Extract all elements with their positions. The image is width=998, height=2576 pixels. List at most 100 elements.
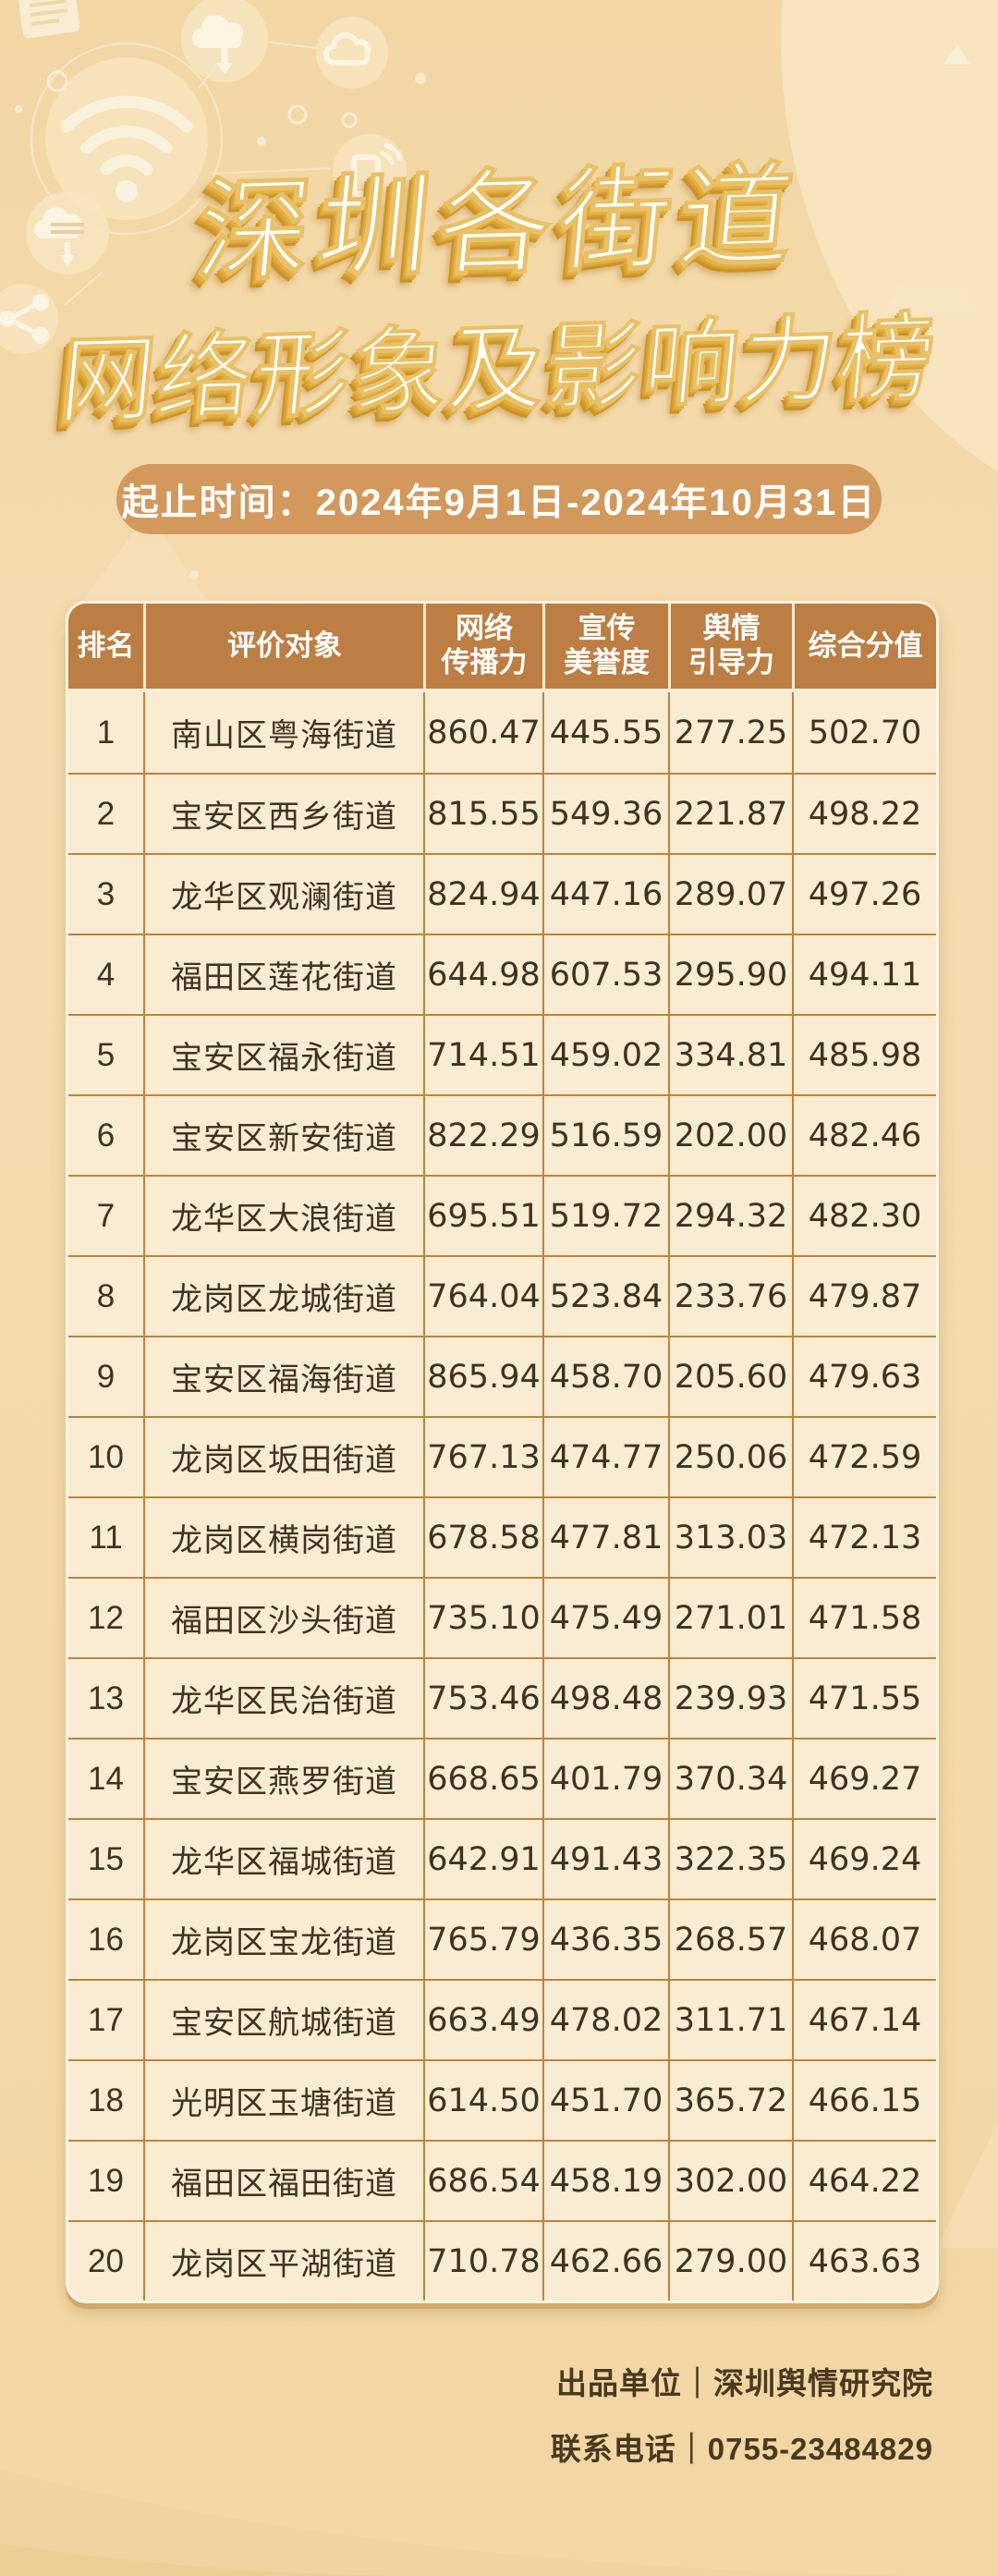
rank-cell: 9 [68,1336,143,1416]
table-row: 6 宝安区新安街道 822.29 516.59 202.00 482.46 [68,1094,936,1175]
footer: 出品单位｜深圳舆情研究院 联系电话｜0755-23484829 [551,2359,933,2490]
total-score-cell: 466.15 [792,2059,936,2140]
guidance-score-cell: 311.71 [668,1979,792,2059]
spread-score-cell: 753.46 [423,1657,542,1738]
total-score-cell: 469.24 [792,1818,936,1898]
reputation-score-cell: 458.70 [542,1336,668,1416]
spread-score-cell: 767.13 [423,1416,542,1496]
guidance-score-cell: 302.00 [668,2140,792,2220]
triangle-shape [943,44,970,65]
total-score-cell: 471.58 [792,1577,936,1657]
total-score-cell: 472.13 [792,1496,936,1577]
table-row: 15 龙华区福城街道 642.91 491.43 322.35 469.24 [68,1818,936,1898]
table-row: 9 宝安区福海街道 865.94 458.70 205.60 479.63 [68,1336,936,1416]
rank-cell: 6 [68,1094,143,1175]
spread-score-cell: 735.10 [423,1577,542,1657]
spread-score-cell: 668.65 [423,1738,542,1818]
street-name-cell: 宝安区福永街道 [143,1014,423,1094]
total-score-cell: 485.98 [792,1014,936,1094]
date-range-badge: 起止时间：2024年9月1日-2024年10月31日 [116,464,882,534]
total-score-cell: 469.27 [792,1738,936,1818]
guidance-score-cell: 289.07 [668,853,792,934]
reputation-score-cell: 458.19 [542,2140,668,2220]
spread-score-cell: 710.78 [423,2220,542,2301]
reputation-score-cell: 498.48 [542,1657,668,1738]
guidance-score-cell: 221.87 [668,773,792,853]
guidance-score-cell: 365.72 [668,2059,792,2140]
reputation-score-cell: 475.49 [542,1577,668,1657]
reputation-score-cell: 447.16 [542,853,668,934]
title-line2: 网络形象及影响力榜 [55,303,942,435]
street-name-cell: 南山区粤海街道 [143,692,423,773]
street-name-cell: 龙岗区坂田街道 [143,1416,423,1496]
guidance-score-cell: 277.25 [668,692,792,773]
document-icon [18,0,80,39]
total-score-cell: 502.70 [792,692,936,773]
guidance-score-cell: 295.90 [668,934,792,1014]
network-lines [64,41,332,306]
phone-line: 联系电话｜0755-23484829 [550,2432,933,2466]
spread-score-cell: 678.58 [423,1496,542,1577]
street-name-cell: 宝安区燕罗街道 [143,1738,423,1818]
rank-cell: 4 [68,934,143,1014]
guidance-score-cell: 202.00 [668,1094,792,1175]
rank-cell: 16 [68,1898,143,1979]
total-score-cell: 468.07 [792,1898,936,1979]
reputation-score-cell: 459.02 [542,1014,668,1094]
table-header-row: 排名 评价对象 网络 传播力 宣传 美誉度 舆情 引导力 综合分值 [68,604,936,692]
total-score-cell: 482.30 [792,1175,936,1255]
rank-cell: 13 [68,1657,143,1738]
light-blob [781,0,998,472]
street-name-cell: 龙岗区宝龙街道 [143,1898,423,1979]
reputation-score-cell: 445.55 [542,692,668,773]
rank-cell: 3 [68,853,143,934]
guidance-score-cell: 294.32 [668,1175,792,1255]
reputation-score-cell: 549.36 [542,773,668,853]
bottom-arc [0,2544,407,2576]
spread-score-cell: 663.49 [423,1979,542,2059]
spread-score-cell: 765.79 [423,1898,542,1979]
cloud-download-icon [181,0,268,82]
header-spread: 网络 传播力 [423,604,542,689]
header-reputation: 宣传 美誉度 [542,604,668,689]
table-row: 14 宝安区燕罗街道 668.65 401.79 370.34 469.27 [68,1738,936,1818]
guidance-score-cell: 279.00 [668,2220,792,2301]
guidance-score-cell: 268.57 [668,1898,792,1979]
table-row: 20 龙岗区平湖街道 710.78 462.66 279.00 463.63 [68,2220,936,2301]
spread-score-cell: 695.51 [423,1175,542,1255]
table-row: 7 龙华区大浪街道 695.51 519.72 294.32 482.30 [68,1175,936,1255]
guidance-score-cell: 313.03 [668,1496,792,1577]
street-name-cell: 龙华区大浪街道 [143,1175,423,1255]
table-row: 1 南山区粤海街道 860.47 445.55 277.25 502.70 [68,692,936,773]
spread-score-cell: 865.94 [423,1336,542,1416]
cloud-icon [316,17,388,89]
rank-cell: 15 [68,1818,143,1898]
rank-cell: 2 [68,773,143,853]
table-body: 1 南山区粤海街道 860.47 445.55 277.25 502.70 2 … [68,692,936,2301]
table-row: 2 宝安区西乡街道 815.55 549.36 221.87 498.22 [68,773,936,853]
table-row: 8 龙岗区龙城街道 764.04 523.84 233.76 479.87 [68,1255,936,1336]
reputation-score-cell: 478.02 [542,1979,668,2059]
street-name-cell: 宝安区航城街道 [143,1979,423,2059]
spread-score-cell: 614.50 [423,2059,542,2140]
guidance-score-cell: 233.76 [668,1255,792,1336]
triangle-shape [937,2121,998,2248]
producer-line: 出品单位｜深圳舆情研究院 [556,2366,933,2400]
street-name-cell: 龙岗区平湖街道 [143,2220,423,2301]
total-score-cell: 479.63 [792,1336,936,1416]
table-row: 18 光明区玉塘街道 614.50 451.70 365.72 466.15 [68,2059,936,2140]
rank-cell: 17 [68,1979,143,2059]
rank-cell: 8 [68,1255,143,1336]
title-line1: 深圳各街道 [191,152,807,296]
street-name-cell: 龙岗区横岗街道 [143,1496,423,1577]
total-score-cell: 471.55 [792,1657,936,1738]
reputation-score-cell: 462.66 [542,2220,668,2301]
total-score-cell: 463.63 [792,2220,936,2301]
street-name-cell: 龙华区民治街道 [143,1657,423,1738]
table-row: 16 龙岗区宝龙街道 765.79 436.35 268.57 468.07 [68,1898,936,1979]
total-score-cell: 467.14 [792,1979,936,2059]
street-name-cell: 龙岗区龙城街道 [143,1255,423,1336]
spread-score-cell: 824.94 [423,853,542,934]
rank-cell: 18 [68,2059,143,2140]
